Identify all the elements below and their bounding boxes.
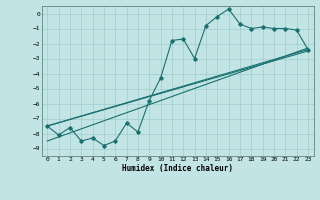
X-axis label: Humidex (Indice chaleur): Humidex (Indice chaleur) <box>122 164 233 173</box>
